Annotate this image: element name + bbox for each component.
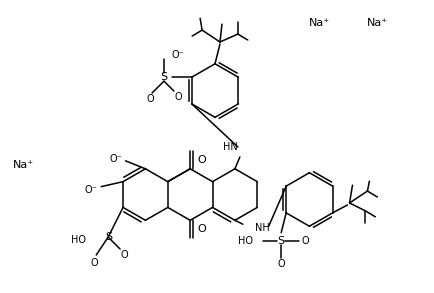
Text: O: O <box>174 92 182 102</box>
Text: Na⁺: Na⁺ <box>13 160 34 170</box>
Text: Na⁺: Na⁺ <box>309 18 330 28</box>
Text: O⁻: O⁻ <box>109 154 122 164</box>
Text: O: O <box>198 155 207 165</box>
Text: NH: NH <box>255 223 270 233</box>
Text: HO: HO <box>71 235 86 245</box>
Text: S: S <box>278 236 285 246</box>
Text: S: S <box>105 232 113 242</box>
Text: O: O <box>277 259 285 269</box>
Text: HO: HO <box>238 236 253 246</box>
Text: O⁻: O⁻ <box>85 185 98 195</box>
Text: O: O <box>90 258 98 268</box>
Text: O: O <box>120 250 128 260</box>
Text: O⁻: O⁻ <box>172 50 184 60</box>
Text: O: O <box>146 94 154 104</box>
Text: HN: HN <box>223 142 237 152</box>
Text: O: O <box>198 224 207 234</box>
Text: Na⁺: Na⁺ <box>366 18 388 28</box>
Text: S: S <box>161 72 168 82</box>
Text: O: O <box>301 236 309 246</box>
